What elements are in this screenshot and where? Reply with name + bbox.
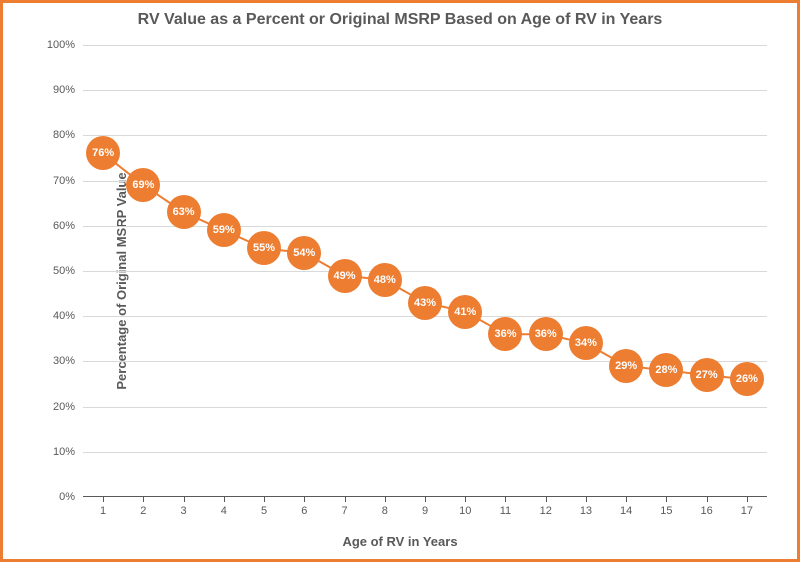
x-tick-label: 4 (221, 505, 227, 517)
data-marker: 29% (609, 349, 643, 383)
x-tick-mark (345, 497, 346, 502)
data-marker: 59% (207, 213, 241, 247)
data-marker: 54% (287, 236, 321, 270)
x-tick-label: 10 (459, 505, 471, 517)
x-tick-label: 5 (261, 505, 267, 517)
data-marker: 48% (368, 263, 402, 297)
x-tick-label: 1 (100, 505, 106, 517)
data-marker: 43% (408, 286, 442, 320)
data-marker: 41% (448, 295, 482, 329)
x-tick-mark (465, 497, 466, 502)
x-tick-mark (586, 497, 587, 502)
x-tick-label: 9 (422, 505, 428, 517)
data-marker: 69% (126, 168, 160, 202)
x-tick-label: 3 (181, 505, 187, 517)
x-tick-mark (425, 497, 426, 502)
y-tick-label: 70% (53, 175, 75, 187)
x-tick-label: 12 (540, 505, 552, 517)
x-tick-label: 11 (500, 505, 511, 517)
y-tick-label: 90% (53, 84, 75, 96)
x-tick-label: 17 (741, 505, 753, 517)
x-tick-mark (747, 497, 748, 502)
y-tick-label: 80% (53, 129, 75, 141)
y-tick-label: 0% (59, 491, 75, 503)
x-tick-label: 8 (382, 505, 388, 517)
data-marker: 76% (86, 136, 120, 170)
y-tick-label: 10% (53, 446, 75, 458)
y-tick-label: 20% (53, 401, 75, 413)
x-tick-mark (385, 497, 386, 502)
data-marker: 63% (167, 195, 201, 229)
y-tick-label: 100% (47, 39, 75, 51)
x-tick-mark (264, 497, 265, 502)
data-marker: 55% (247, 231, 281, 265)
chart-frame: RV Value as a Percent or Original MSRP B… (0, 0, 800, 562)
x-tick-mark (546, 497, 547, 502)
y-tick-label: 40% (53, 310, 75, 322)
data-marker: 27% (690, 358, 724, 392)
x-tick-mark (505, 497, 506, 502)
x-tick-label: 13 (580, 505, 592, 517)
data-marker: 49% (328, 259, 362, 293)
x-tick-mark (707, 497, 708, 502)
x-tick-label: 14 (620, 505, 632, 517)
x-axis-label: Age of RV in Years (3, 534, 797, 549)
x-tick-label: 7 (341, 505, 347, 517)
x-tick-label: 15 (660, 505, 672, 517)
data-marker: 36% (488, 317, 522, 351)
data-marker: 26% (730, 362, 764, 396)
x-tick-mark (304, 497, 305, 502)
x-tick-label: 6 (301, 505, 307, 517)
data-marker: 34% (569, 326, 603, 360)
x-tick-mark (103, 497, 104, 502)
data-marker: 36% (529, 317, 563, 351)
series-line (83, 45, 767, 497)
x-tick-mark (143, 497, 144, 502)
y-tick-label: 30% (53, 355, 75, 367)
y-tick-label: 50% (53, 265, 75, 277)
data-marker: 28% (649, 353, 683, 387)
x-tick-label: 2 (140, 505, 146, 517)
chart-title: RV Value as a Percent or Original MSRP B… (3, 11, 797, 29)
y-tick-label: 60% (53, 220, 75, 232)
x-tick-mark (184, 497, 185, 502)
x-tick-mark (224, 497, 225, 502)
plot-area: 0%10%20%30%40%50%60%70%80%90%100%1234567… (83, 45, 767, 497)
x-tick-label: 16 (701, 505, 713, 517)
x-tick-mark (626, 497, 627, 502)
x-tick-mark (666, 497, 667, 502)
